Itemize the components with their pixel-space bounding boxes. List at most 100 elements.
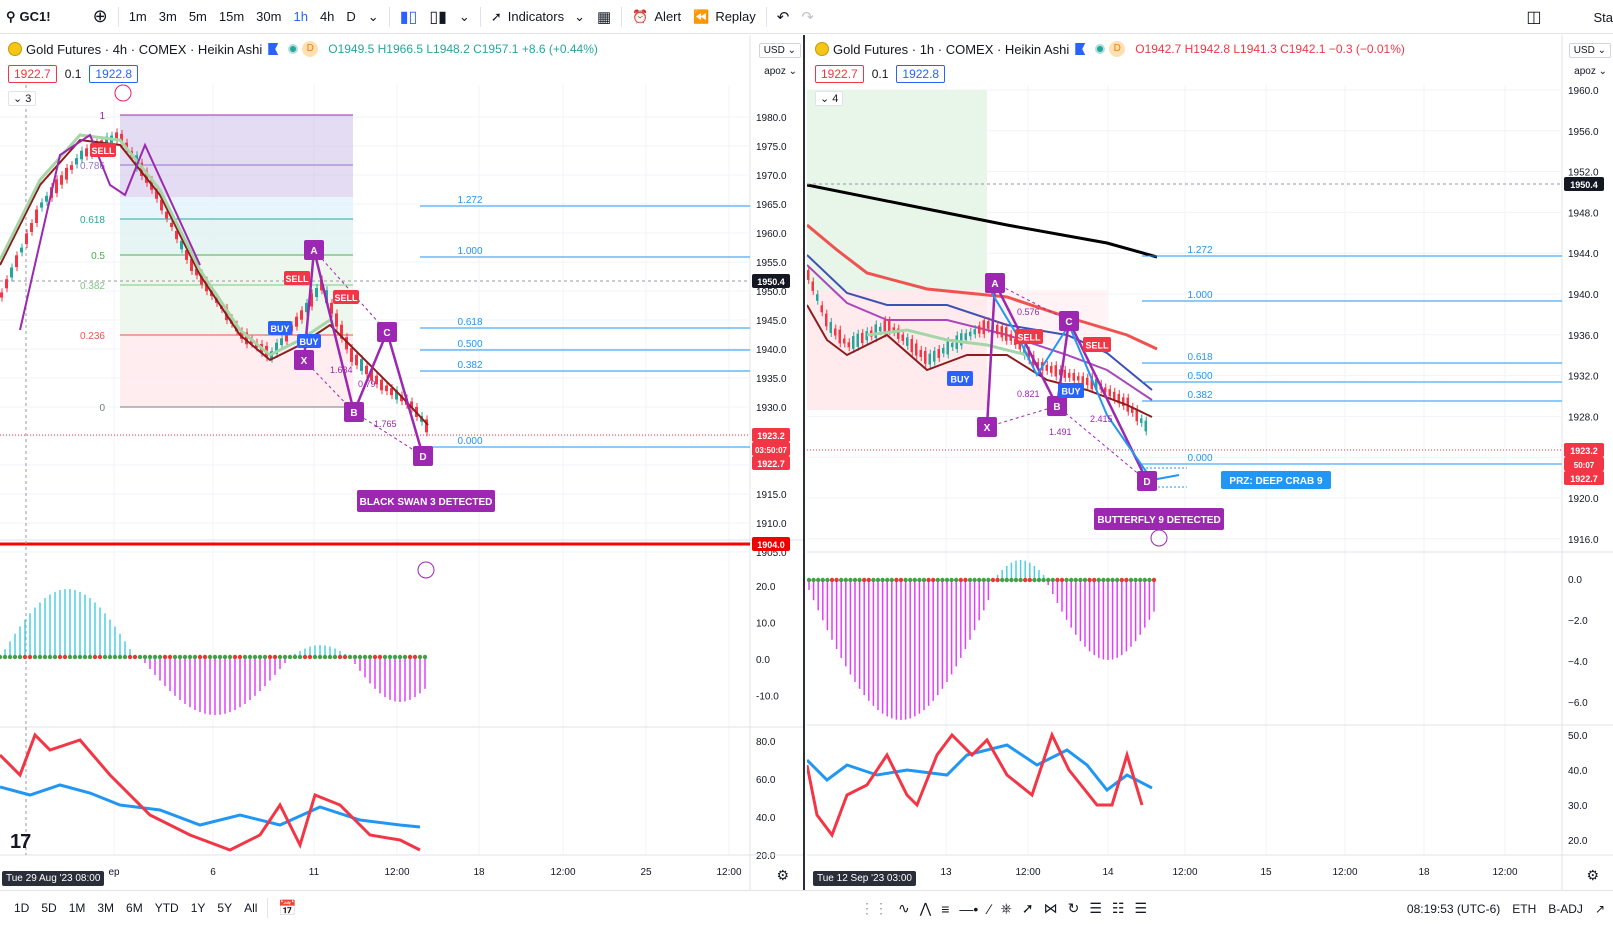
fib-ext-icon[interactable]: ☷ bbox=[1111, 900, 1125, 916]
candle-type-button[interactable]: ▮▯ bbox=[399, 8, 418, 26]
gear-icon[interactable]: ⚙ bbox=[776, 867, 789, 883]
redo-icon[interactable]: ↷ bbox=[801, 8, 814, 26]
tf-30m[interactable]: 30m bbox=[256, 9, 282, 24]
fib-zone bbox=[120, 115, 353, 197]
osc-tick: -10.0 bbox=[756, 692, 779, 703]
osc-dot bbox=[848, 577, 853, 583]
chart-pane-left[interactable]: 1980.0 1975.0 1970.0 1965.0 1960.0 1955.0 1950… bbox=[0, 35, 805, 890]
osc-dot bbox=[67, 654, 73, 660]
pattern-point: D bbox=[419, 452, 426, 463]
range-5d[interactable]: 5D bbox=[41, 901, 57, 915]
candle bbox=[155, 191, 158, 199]
scale-mode-select[interactable]: apoz ⌄ bbox=[1570, 65, 1611, 78]
fib-channel-icon[interactable]: ☰ bbox=[1089, 900, 1102, 916]
tf-3m[interactable]: 3m bbox=[158, 9, 177, 24]
session-toggle[interactable]: ETH bbox=[1512, 901, 1537, 916]
sell-price-button[interactable]: 1922.7 bbox=[815, 65, 864, 83]
symbol-search[interactable]: ⚲ GC1! bbox=[0, 0, 57, 34]
buy-price-button[interactable]: 1922.8 bbox=[89, 65, 139, 83]
candle bbox=[865, 331, 868, 341]
goto-date-icon[interactable]: 📅 bbox=[278, 900, 298, 917]
osc-dot bbox=[387, 654, 393, 660]
ohlc-change: +8.6 (+0.44%) bbox=[521, 42, 598, 56]
chart-canvas-right[interactable]: 1960.0 1956.0 1952.0 1948.0 1944.0 1940.0 1936… bbox=[807, 35, 1613, 890]
gear-icon[interactable]: ⚙ bbox=[1586, 867, 1599, 883]
indicator-collapse-toggle[interactable]: ⌄ 4 bbox=[815, 91, 844, 106]
xabcd-pattern-icon[interactable]: ∿ bbox=[898, 900, 910, 916]
indicators-dropdown-icon[interactable]: ⌄ bbox=[574, 8, 586, 24]
range-3m[interactable]: 3M bbox=[97, 901, 115, 915]
range-5y[interactable]: 5Y bbox=[217, 901, 233, 915]
cycle-icon[interactable]: ↻ bbox=[1067, 900, 1080, 916]
currency-select[interactable]: USD ⌄ bbox=[758, 43, 801, 58]
fib-ext-level: 0.382 bbox=[1187, 390, 1212, 401]
clock[interactable]: 08:19:53 (UTC-6) bbox=[1406, 901, 1501, 916]
heikin-ashi-icon[interactable]: ▯▮ bbox=[429, 8, 447, 26]
range-1d[interactable]: 1D bbox=[14, 901, 30, 915]
price-tick: 1916.0 bbox=[1568, 535, 1599, 546]
buy-price-button[interactable]: 1922.8 bbox=[896, 65, 946, 83]
osc-dot bbox=[995, 577, 1000, 583]
candle bbox=[982, 320, 985, 335]
abc-pattern-icon[interactable]: ⋀ bbox=[919, 900, 932, 916]
candle bbox=[350, 348, 353, 362]
fib-tool-icon[interactable]: ≡ bbox=[941, 900, 950, 917]
flag-icon[interactable] bbox=[1075, 43, 1086, 55]
rsi-tick: 80.0 bbox=[756, 737, 776, 748]
drag-handle-icon[interactable]: ⋮⋮ bbox=[860, 900, 888, 916]
price-tick: 1935.0 bbox=[756, 374, 787, 385]
candle bbox=[190, 259, 193, 271]
chart-canvas-left[interactable]: 1980.0 1975.0 1970.0 1965.0 1960.0 1955.0 1950… bbox=[0, 35, 805, 890]
pattern-point: C bbox=[383, 328, 390, 339]
save-label[interactable]: Sta bbox=[1593, 9, 1613, 25]
timeframe-group: 1m 3m 5m 15m 30m 1h 4h D ⌄ bbox=[123, 0, 385, 34]
gold-coin-icon bbox=[8, 42, 22, 56]
tf-d[interactable]: D bbox=[346, 9, 356, 24]
indicators-button[interactable]: ➚ Indicators ⌄ bbox=[485, 0, 591, 34]
replay-button[interactable]: ⏪ Replay bbox=[687, 0, 762, 34]
fib-ext-level: 0.618 bbox=[1187, 352, 1212, 363]
ray-icon[interactable]: ➚ bbox=[1021, 900, 1034, 916]
chart-title[interactable]: Gold Futures · 4h · COMEX · Heikin Ashi bbox=[26, 41, 263, 57]
pattern-icon[interactable]: ⋈ bbox=[1043, 900, 1058, 916]
maximize-icon[interactable]: ↗ bbox=[1594, 901, 1605, 916]
horizontal-line-icon[interactable]: —• bbox=[959, 900, 979, 917]
range-ytd[interactable]: YTD bbox=[154, 901, 179, 915]
last-price-tag: 1923.2 bbox=[757, 431, 785, 441]
timeframe-dropdown-icon[interactable]: ⌄ bbox=[367, 8, 379, 24]
tf-1h[interactable]: 1h bbox=[293, 9, 308, 24]
tf-15m[interactable]: 15m bbox=[218, 9, 245, 24]
undo-icon[interactable]: ↶ bbox=[776, 8, 790, 26]
indicator-collapse-toggle[interactable]: ⌄ 3 bbox=[8, 91, 37, 106]
alert-button[interactable]: ⏰ Alert bbox=[626, 0, 687, 34]
ma-red bbox=[807, 223, 1158, 351]
osc-dot bbox=[32, 654, 38, 660]
tf-1m[interactable]: 1m bbox=[128, 9, 147, 24]
flag-icon[interactable] bbox=[268, 43, 279, 55]
scale-mode-select[interactable]: apoz ⌄ bbox=[760, 65, 801, 78]
tf-5m[interactable]: 5m bbox=[188, 9, 207, 24]
layout-toggle-icon[interactable]: ◫ bbox=[1526, 9, 1542, 26]
add-symbol-button[interactable]: ⊕ bbox=[92, 6, 108, 26]
fib-ret-icon[interactable]: ☰ bbox=[1134, 900, 1147, 916]
range-all[interactable]: All bbox=[244, 901, 258, 915]
pitchfork-icon[interactable]: ⎈ bbox=[1000, 900, 1012, 916]
chart-title[interactable]: Gold Futures · 1h · COMEX · Heikin Ashi bbox=[833, 41, 1070, 57]
currency-select[interactable]: USD ⌄ bbox=[1568, 43, 1611, 58]
chart-pane-right[interactable]: 1960.0 1956.0 1952.0 1948.0 1944.0 1940.0 1936… bbox=[807, 35, 1613, 890]
drawing-tools: ⋮⋮ ∿ ⋀ ≡ —• ∕ ⎈ ➚ ⋈ ↻ ☰ ☷ ☰ bbox=[860, 891, 1147, 925]
tradingview-logo[interactable]: 17 bbox=[10, 831, 31, 853]
trend-line-icon[interactable]: ∕ bbox=[988, 900, 991, 917]
adjustment-toggle[interactable]: B-ADJ bbox=[1548, 901, 1583, 916]
range-1y[interactable]: 1Y bbox=[190, 901, 206, 915]
osc-dot bbox=[172, 654, 178, 660]
chart-type-dropdown-icon[interactable]: ⌄ bbox=[458, 8, 470, 24]
range-6m[interactable]: 6M bbox=[126, 901, 143, 915]
range-1m[interactable]: 1M bbox=[68, 901, 86, 915]
candle bbox=[355, 354, 358, 366]
sell-price-button[interactable]: 1922.7 bbox=[8, 65, 57, 83]
candle bbox=[295, 316, 298, 327]
layout-templates-icon[interactable]: ▦ bbox=[597, 8, 612, 26]
tf-4h[interactable]: 4h bbox=[319, 9, 335, 24]
